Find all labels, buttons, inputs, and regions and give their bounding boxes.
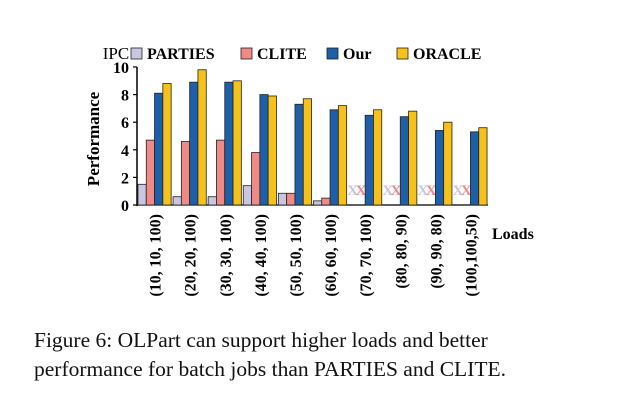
bar-clite — [251, 152, 261, 206]
y-tick-label: 8 — [121, 88, 129, 105]
bar-parties — [207, 196, 217, 206]
bar-our — [224, 81, 234, 206]
x-tick-label: (90, 90, 80) — [428, 214, 445, 289]
legend-label: CLITE — [257, 46, 307, 63]
legend-label: Our — [343, 46, 371, 63]
x-tick-labels: (10, 10, 100) (20, 20, 100) (30, 30, 100) (… — [148, 214, 481, 297]
y-axis-unit: IPC — [103, 44, 129, 63]
y-tick-label: 6 — [121, 115, 129, 132]
legend-label: PARTIES — [147, 46, 215, 63]
bar-parties — [242, 185, 252, 206]
x-tick-label: (20, 20, 100) — [183, 214, 200, 297]
bar-oracle — [302, 98, 312, 206]
y-axis-label: Performance — [84, 91, 103, 186]
bar-parties — [137, 183, 147, 206]
bar-clite — [216, 139, 226, 206]
bar-clite — [286, 192, 296, 206]
x-tick-label: (30, 30, 100) — [218, 214, 235, 297]
bar-parties — [172, 196, 182, 206]
failed-marker: X — [356, 183, 367, 199]
bar-our — [434, 130, 445, 206]
bar-oracle — [408, 110, 418, 206]
x-tick-label: (70, 70, 100) — [358, 214, 375, 297]
y-tick-label: 4 — [121, 143, 129, 160]
bar-our — [399, 116, 409, 206]
bar-oracle — [232, 80, 242, 206]
bar-oracle — [197, 69, 207, 206]
x-tick-label: (60, 60, 100) — [323, 214, 340, 297]
failed-marker: X — [417, 183, 428, 199]
failed-marker: X — [391, 183, 402, 199]
bar-clite — [180, 141, 191, 206]
bars: XX XX XX XX — [137, 69, 488, 206]
failed-marker: X — [426, 183, 437, 199]
legend-swatch-oracle — [396, 47, 409, 60]
bar-clite — [145, 139, 155, 206]
legend-label: ORACLE — [413, 46, 481, 63]
legend-swatch-our — [326, 47, 339, 60]
x-tick-label: (40, 40, 100) — [253, 214, 270, 297]
y-tick-label: 2 — [121, 170, 129, 187]
bar-oracle — [478, 127, 488, 206]
bar-oracle — [162, 83, 172, 206]
legend-swatch-parties — [130, 47, 143, 60]
failed-marker: X — [461, 183, 472, 199]
x-tick-label: (10, 10, 100) — [148, 214, 165, 297]
bar-our — [364, 114, 374, 206]
failed-marker: X — [453, 183, 464, 199]
legend-swatch-clite — [240, 47, 253, 60]
y-tick-label: 10 — [113, 60, 129, 77]
x-tick-label: (50, 50, 100) — [288, 214, 305, 297]
x-axis-label: Loads — [492, 226, 534, 243]
x-tick-label: (80, 80, 90) — [393, 214, 410, 289]
bar-oracle — [373, 109, 383, 206]
chart-legend: PARTIES CLITE Our ORACLE — [130, 46, 481, 63]
bar-our — [294, 103, 304, 206]
bar-our — [470, 131, 480, 206]
bar-our — [154, 92, 164, 206]
y-tick-label: 0 — [121, 198, 129, 215]
x-tick-label: (100,100,50) — [463, 214, 480, 297]
bar-our — [189, 81, 199, 206]
bar-our — [259, 94, 269, 206]
failed-marker: X — [382, 183, 393, 199]
bar-parties — [313, 200, 323, 206]
bar-oracle — [443, 121, 453, 206]
bar-clite — [321, 197, 331, 206]
failed-marker: X — [347, 183, 358, 199]
bar-oracle — [337, 105, 348, 206]
bar-oracle — [267, 95, 277, 206]
figure-caption: Figure 6: OLPart can support higher load… — [34, 328, 506, 381]
bar-parties — [277, 192, 288, 206]
bar-chart: PARTIES CLITE Our ORACLE IPC Performance 0 2… — [84, 44, 534, 297]
bar-our — [329, 109, 339, 206]
